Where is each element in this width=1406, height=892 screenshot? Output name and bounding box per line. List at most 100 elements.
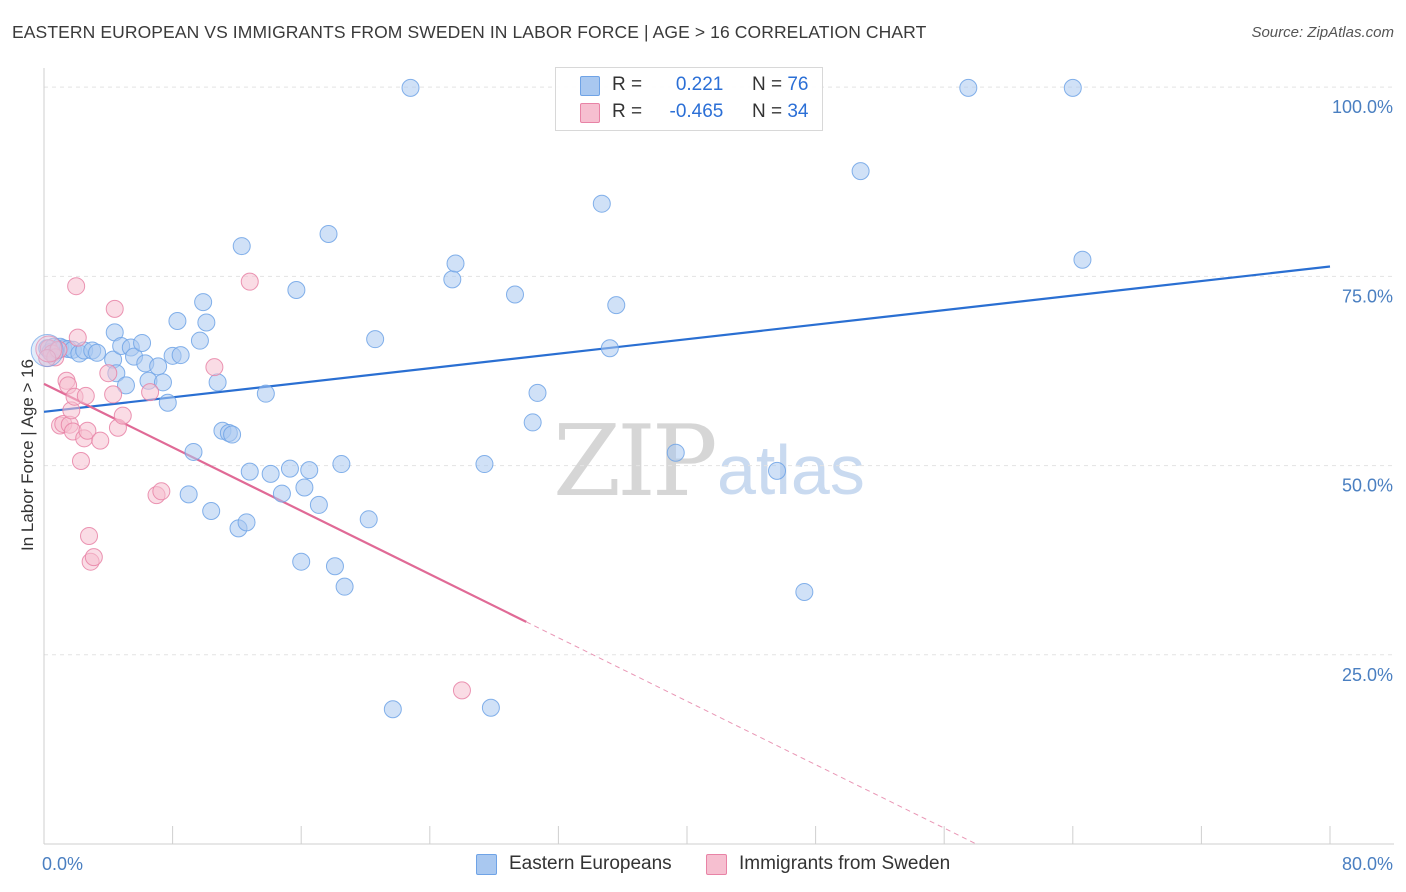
point-eastern-europeans	[261, 464, 280, 483]
point-eastern-europeans	[295, 478, 314, 497]
legend-n-label: N =	[751, 101, 788, 122]
point-eastern-europeans	[666, 443, 685, 462]
legend-r-label: R =	[612, 74, 648, 95]
point-eastern-europeans	[171, 346, 190, 365]
grid-lines	[44, 86, 1394, 656]
point-eastern-europeans	[300, 461, 319, 480]
point-immigrants-from-sweden	[205, 358, 224, 377]
point-eastern-europeans	[202, 501, 221, 520]
legend-swatch-immigrants-from-sweden	[580, 103, 600, 123]
point-eastern-europeans	[208, 373, 227, 392]
bottom-legend-swatch-eastern-europeans	[476, 854, 497, 875]
point-immigrants-from-sweden	[84, 548, 103, 567]
point-immigrants-from-sweden	[452, 681, 471, 700]
bottom-legend-label: Eastern Europeans	[509, 853, 672, 874]
point-eastern-europeans	[237, 513, 256, 532]
point-eastern-europeans	[194, 293, 213, 312]
point-eastern-europeans	[475, 455, 494, 474]
legend-r-value: 0.221	[675, 74, 724, 95]
point-immigrants-from-sweden	[91, 431, 110, 450]
trend-line-extension	[526, 621, 977, 845]
point-immigrants-from-sweden	[105, 299, 124, 318]
source-label: Source: ZipAtlas.com	[1251, 24, 1394, 41]
tick-labels: 25.0% 50.0% 75.0% 100.0% 0.0% 80.0%	[42, 97, 1393, 874]
point-eastern-europeans	[168, 312, 187, 331]
point-immigrants-from-sweden	[141, 383, 160, 402]
point-eastern-europeans	[332, 455, 351, 474]
point-immigrants-from-sweden	[67, 277, 86, 296]
correlation-legend: R = 0.221 N = 76 R = -0.465 N = 34	[555, 67, 823, 131]
y-tick-label: 100.0%	[1332, 97, 1393, 117]
y-tick-label: 25.0%	[1342, 665, 1393, 685]
point-eastern-europeans	[607, 296, 626, 315]
point-eastern-europeans	[592, 194, 611, 213]
point-immigrants-from-sweden	[35, 335, 63, 363]
point-eastern-europeans	[158, 393, 177, 412]
point-eastern-europeans	[116, 376, 135, 395]
legend-r-value: -0.465	[669, 101, 724, 122]
point-eastern-europeans	[523, 413, 542, 432]
chart-title: EASTERN EUROPEAN VS IMMIGRANTS FROM SWED…	[12, 22, 927, 42]
point-immigrants-from-sweden	[240, 272, 259, 291]
point-eastern-europeans	[88, 343, 107, 362]
point-eastern-europeans	[179, 485, 198, 504]
point-eastern-europeans	[287, 280, 306, 299]
bottom-legend-label: Immigrants from Sweden	[739, 853, 951, 874]
x-tick-label: 0.0%	[42, 854, 83, 874]
point-eastern-europeans	[256, 384, 275, 403]
trend-lines	[43, 265, 1331, 845]
point-eastern-europeans	[272, 484, 291, 503]
point-eastern-europeans	[959, 78, 978, 97]
point-immigrants-from-sweden	[99, 364, 118, 383]
point-immigrants-from-sweden	[104, 385, 123, 404]
point-eastern-europeans	[133, 333, 152, 352]
point-eastern-europeans	[280, 459, 299, 478]
point-eastern-europeans	[149, 357, 168, 376]
point-eastern-europeans	[401, 78, 420, 97]
point-eastern-europeans	[528, 383, 547, 402]
point-eastern-europeans	[768, 461, 787, 480]
point-immigrants-from-sweden	[152, 482, 171, 501]
point-eastern-europeans	[335, 577, 354, 596]
point-eastern-europeans	[505, 285, 524, 304]
point-immigrants-from-sweden	[78, 421, 97, 440]
legend-n-value: 34	[787, 101, 809, 122]
point-eastern-europeans	[851, 162, 870, 181]
point-eastern-europeans	[366, 330, 385, 349]
data-points	[30, 78, 1092, 719]
point-eastern-europeans	[319, 224, 338, 243]
point-immigrants-from-sweden	[80, 526, 99, 545]
legend-r-label: R =	[612, 101, 648, 122]
point-eastern-europeans	[443, 270, 462, 289]
point-eastern-europeans	[600, 339, 619, 358]
point-eastern-europeans	[232, 237, 251, 256]
point-eastern-europeans	[153, 373, 172, 392]
point-immigrants-from-sweden	[68, 328, 87, 347]
point-eastern-europeans	[325, 557, 344, 576]
point-eastern-europeans	[309, 495, 328, 514]
point-immigrants-from-sweden	[76, 386, 95, 405]
point-eastern-europeans	[190, 331, 209, 350]
point-immigrants-from-sweden	[71, 452, 90, 471]
point-eastern-europeans	[292, 552, 311, 571]
axes	[43, 68, 1394, 845]
point-eastern-europeans	[197, 313, 216, 332]
point-eastern-europeans	[1073, 250, 1092, 269]
point-eastern-europeans	[184, 442, 203, 461]
x-tick-label: 80.0%	[1342, 854, 1393, 874]
legend-n-label: N =	[751, 74, 788, 95]
watermark-atlas: atlas	[717, 431, 865, 509]
point-eastern-europeans	[481, 698, 500, 717]
bottom-legend-swatch-immigrants-from-sweden	[706, 854, 727, 875]
point-eastern-europeans	[240, 462, 259, 481]
y-tick-label: 75.0%	[1342, 286, 1393, 306]
point-eastern-europeans	[1063, 78, 1082, 97]
point-eastern-europeans	[359, 510, 378, 529]
watermark-zip: ZIP	[553, 405, 718, 519]
point-eastern-europeans	[383, 700, 402, 719]
point-immigrants-from-sweden	[113, 406, 132, 425]
point-eastern-europeans	[446, 254, 465, 273]
point-eastern-europeans	[795, 582, 814, 601]
point-eastern-europeans	[223, 425, 242, 444]
